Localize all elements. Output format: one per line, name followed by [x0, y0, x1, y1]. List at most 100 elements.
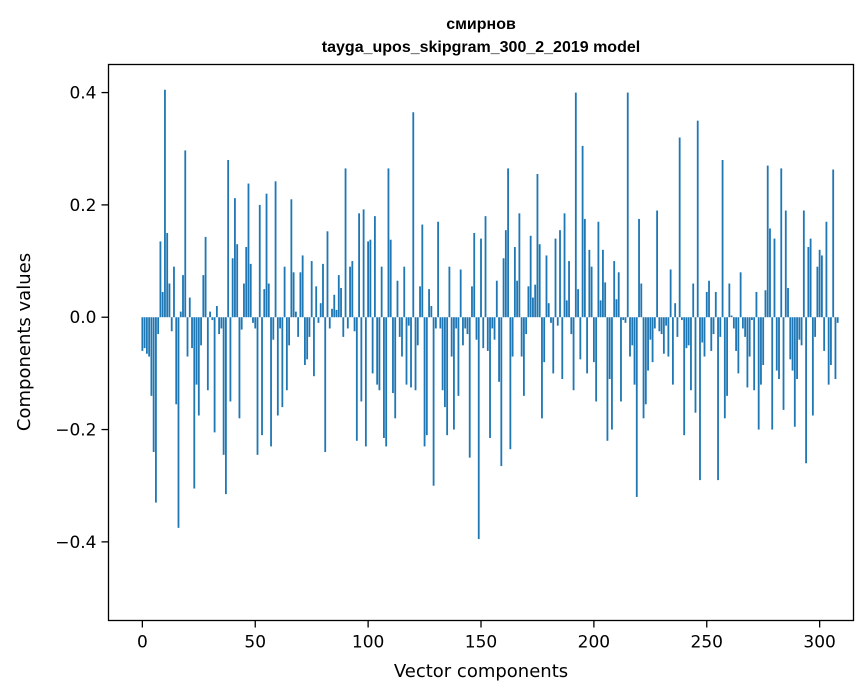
bar	[412, 112, 415, 318]
bar	[446, 317, 449, 436]
bar	[459, 269, 462, 318]
bar	[281, 317, 284, 408]
bar	[206, 317, 209, 391]
bar	[428, 289, 430, 318]
bar	[671, 317, 674, 385]
bar	[807, 247, 810, 318]
bar	[308, 317, 311, 337]
bar	[360, 317, 363, 402]
bar	[516, 280, 519, 318]
bar	[224, 317, 227, 495]
bar	[407, 317, 410, 326]
bar	[373, 216, 376, 318]
bar	[769, 228, 771, 318]
x-tick-label: 0	[137, 633, 148, 653]
bar	[317, 317, 320, 323]
bar	[660, 317, 663, 335]
bar	[164, 89, 166, 318]
bar	[529, 235, 532, 318]
bar	[482, 317, 485, 349]
bar	[166, 232, 169, 318]
bar	[818, 249, 821, 318]
bar	[464, 317, 467, 329]
bar	[462, 317, 464, 346]
plot-frame	[107, 63, 855, 622]
bar	[692, 283, 695, 318]
bar	[480, 238, 482, 318]
bar	[477, 317, 480, 540]
bar	[328, 317, 331, 329]
bars-group	[141, 89, 839, 540]
bar	[703, 317, 706, 357]
bar	[322, 263, 324, 318]
bar	[805, 317, 807, 464]
bar	[577, 289, 579, 318]
bar	[389, 239, 392, 318]
bar	[222, 317, 225, 455]
bar	[796, 317, 798, 380]
bar	[274, 181, 277, 318]
bar	[760, 317, 762, 385]
bar	[554, 238, 557, 318]
bar	[825, 221, 828, 318]
bar	[832, 169, 835, 318]
bar	[699, 317, 701, 481]
bar	[392, 317, 394, 394]
bar	[342, 317, 345, 337]
bar	[708, 280, 710, 318]
bar	[755, 291, 758, 318]
bar	[789, 317, 792, 360]
bar	[168, 283, 171, 318]
bar	[173, 266, 175, 318]
bar	[475, 317, 478, 340]
bar	[778, 317, 780, 380]
bar	[473, 232, 476, 318]
bar	[148, 317, 151, 357]
bar	[152, 317, 155, 453]
bar	[631, 317, 634, 346]
y-tick-label: 0.4	[69, 84, 96, 104]
bar	[534, 284, 537, 318]
bar	[507, 168, 509, 318]
bar	[355, 317, 358, 441]
bar	[294, 311, 297, 318]
bar	[437, 221, 440, 318]
bar	[319, 303, 322, 318]
bar	[694, 317, 697, 413]
bar	[620, 317, 622, 402]
bar	[468, 317, 471, 458]
bar	[234, 198, 236, 318]
bar	[545, 255, 548, 318]
bar	[586, 317, 589, 374]
bar	[434, 317, 437, 329]
bar	[690, 317, 692, 391]
bar	[351, 261, 354, 318]
bar	[741, 317, 744, 329]
bar	[177, 317, 180, 528]
bar	[823, 317, 826, 351]
bar	[676, 317, 679, 337]
ticks-group: 0 50 100 150 200 250 300 −0.4 −0.2 0.0 0.2 0.4	[55, 84, 836, 653]
bar	[775, 317, 778, 371]
bar	[387, 168, 390, 318]
bar	[547, 303, 550, 318]
bar	[721, 159, 724, 318]
bar	[644, 317, 647, 405]
chart-subtitle: tayga_upos_skipgram_300_2_2019 model	[322, 39, 640, 56]
bar	[811, 317, 814, 416]
bar	[398, 317, 401, 337]
bar	[599, 300, 602, 318]
bar	[145, 317, 148, 354]
bar	[617, 272, 620, 318]
bar	[647, 317, 649, 371]
bar	[751, 317, 753, 321]
bar	[270, 317, 272, 447]
bar	[430, 305, 433, 318]
bar	[570, 317, 573, 335]
bar	[245, 247, 248, 318]
bar	[423, 317, 426, 447]
x-tick-label: 150	[465, 633, 497, 653]
bar	[798, 317, 801, 340]
bar	[263, 289, 266, 318]
bar	[331, 308, 333, 318]
